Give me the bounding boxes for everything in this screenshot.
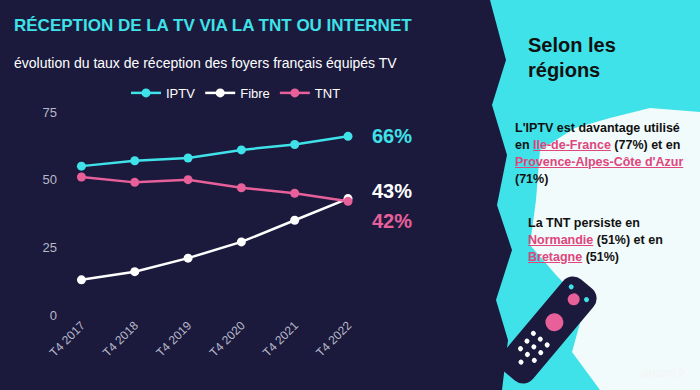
html-text:Provence-Alpes-Côte d'Azur: Provence-Alpes-Côte d'Azur [515, 155, 684, 169]
svg-text:Fibre: Fibre [240, 86, 270, 101]
svg-text:T4 2018: T4 2018 [100, 318, 141, 359]
svg-text:43%: 43% [372, 180, 412, 202]
svg-text:T4 2019: T4 2019 [153, 318, 194, 359]
svg-text:0: 0 [50, 308, 57, 323]
svg-text:T4 2021: T4 2021 [260, 318, 301, 359]
svg-text:25: 25 [43, 240, 57, 255]
svg-text:T4 2020: T4 2020 [207, 318, 248, 359]
svg-text:75: 75 [43, 105, 57, 120]
html-text:La TNT persiste en: La TNT persiste en [528, 216, 640, 230]
svg-text:66%: 66% [372, 125, 412, 147]
svg-text:50: 50 [43, 172, 57, 187]
html-text:(71%): (71%) [515, 172, 549, 186]
svg-text:RÉCEPTION DE LA TV VIA LA TNT: RÉCEPTION DE LA TV VIA LA TNT OU INTERNE… [14, 16, 412, 35]
html-text:Normandie (51%) et en: Normandie (51%) et en [528, 233, 663, 247]
html-text:Selon les régions: Selon les régions [528, 34, 616, 81]
html-text:arcom.fr: arcom.fr [642, 366, 686, 380]
svg-text:IPTV: IPTV [166, 86, 195, 101]
svg-text:évolution du taux de réception: évolution du taux de réception des foyer… [14, 55, 397, 71]
svg-text:T4 2017: T4 2017 [47, 318, 88, 359]
svg-text:TNT: TNT [315, 86, 340, 101]
html-text:L'IPTV est davantage utilisé e: L'IPTV est davantage utilisé en Ile-de-F… [515, 121, 681, 152]
svg-text:42%: 42% [372, 210, 412, 232]
svg-text:T4 2022: T4 2022 [313, 318, 354, 359]
html-text:Bretagne (51%): Bretagne (51%) [528, 250, 619, 264]
